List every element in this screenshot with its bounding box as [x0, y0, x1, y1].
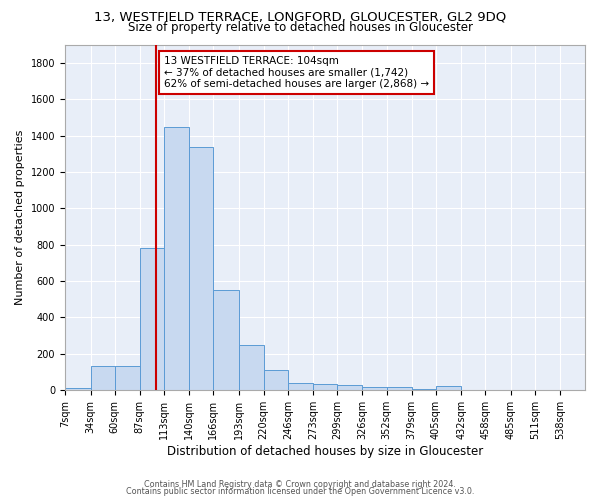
Bar: [164, 126, 189, 390]
Text: 13, WESTFIELD TERRACE, LONGFORD, GLOUCESTER, GL2 9DQ: 13, WESTFIELD TERRACE, LONGFORD, GLOUCES…: [94, 10, 506, 23]
Bar: [140, 248, 164, 390]
Bar: [337, 386, 362, 390]
Bar: [264, 370, 288, 390]
Bar: [239, 346, 264, 390]
Bar: [189, 146, 214, 390]
Bar: [313, 384, 337, 390]
Bar: [214, 290, 239, 390]
Text: 13 WESTFIELD TERRACE: 104sqm
← 37% of detached houses are smaller (1,742)
62% of: 13 WESTFIELD TERRACE: 104sqm ← 37% of de…: [164, 56, 429, 89]
Text: Size of property relative to detached houses in Gloucester: Size of property relative to detached ho…: [128, 21, 473, 34]
Text: Contains HM Land Registry data © Crown copyright and database right 2024.: Contains HM Land Registry data © Crown c…: [144, 480, 456, 489]
Bar: [91, 366, 115, 390]
Y-axis label: Number of detached properties: Number of detached properties: [15, 130, 25, 305]
Text: Contains public sector information licensed under the Open Government Licence v3: Contains public sector information licen…: [126, 487, 474, 496]
Bar: [65, 388, 91, 390]
Bar: [436, 386, 461, 390]
Bar: [288, 382, 313, 390]
Bar: [386, 387, 412, 390]
Bar: [115, 366, 140, 390]
X-axis label: Distribution of detached houses by size in Gloucester: Distribution of detached houses by size …: [167, 444, 483, 458]
Bar: [362, 387, 386, 390]
